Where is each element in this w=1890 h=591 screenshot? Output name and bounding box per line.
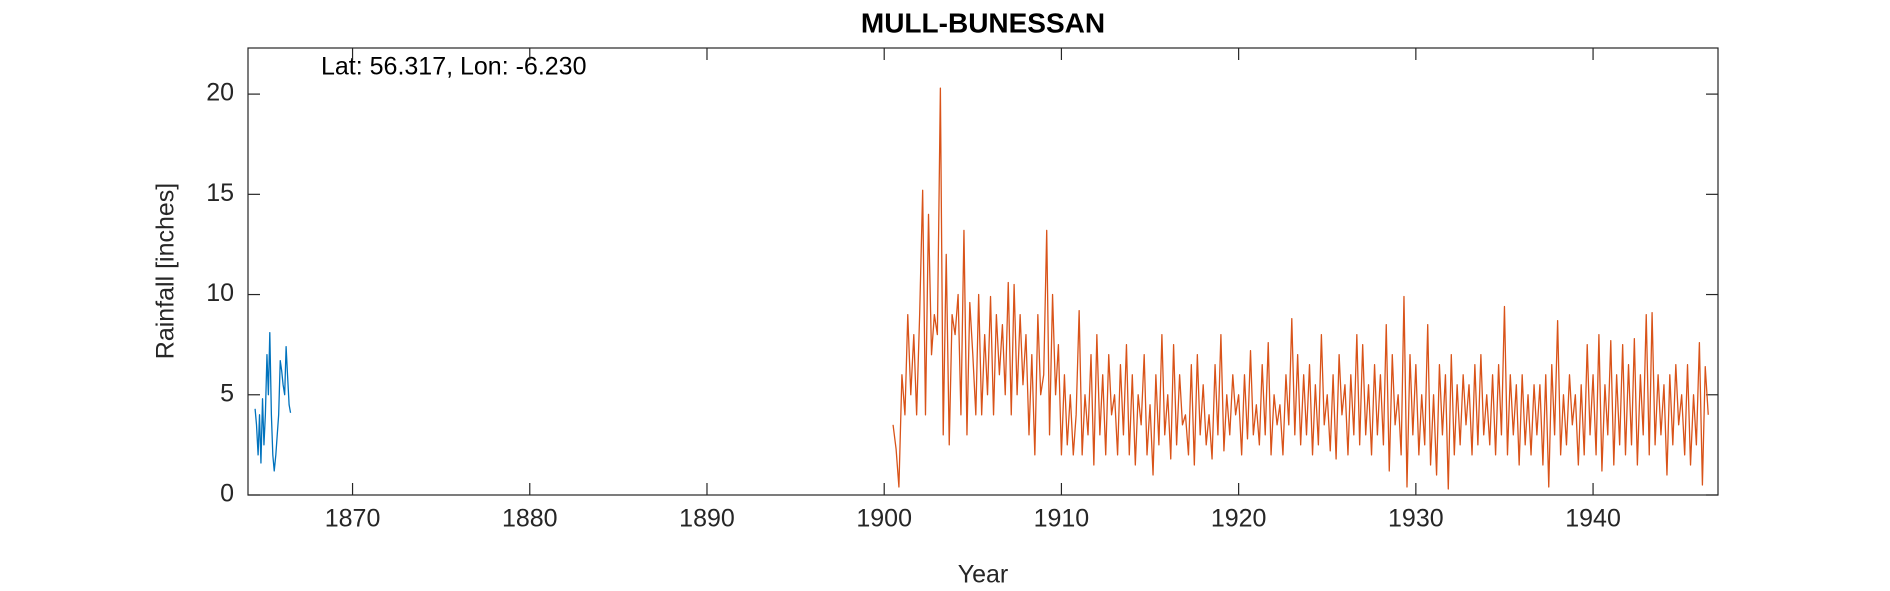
- x-tick-label: 1910: [1034, 505, 1090, 533]
- chart-title: MULL-BUNESSAN: [861, 7, 1105, 38]
- y-tick-label: 0: [220, 480, 234, 508]
- x-tick-label: 1930: [1388, 505, 1444, 533]
- y-tick-label: 15: [206, 179, 234, 207]
- x-tick-label: 1890: [679, 505, 735, 533]
- y-tick-label: 5: [220, 379, 234, 407]
- data-line: [254, 331, 292, 472]
- plot-box: [247, 47, 1719, 496]
- x-tick-label: 1870: [325, 505, 381, 533]
- x-tick-label: 1920: [1211, 505, 1267, 533]
- y-tick-label: 10: [206, 279, 234, 307]
- x-tick-label: 1940: [1565, 505, 1621, 533]
- data-line: [892, 87, 1709, 490]
- y-tick-label: 20: [206, 79, 234, 107]
- x-tick-label: 1900: [856, 505, 912, 533]
- annotation: Lat: 56.317, Lon: -6.230: [321, 53, 587, 81]
- x-tick-label: 1880: [502, 505, 558, 533]
- x-axis-label: Year: [958, 561, 1009, 589]
- y-axis-label: Rainfall [inches]: [152, 183, 180, 359]
